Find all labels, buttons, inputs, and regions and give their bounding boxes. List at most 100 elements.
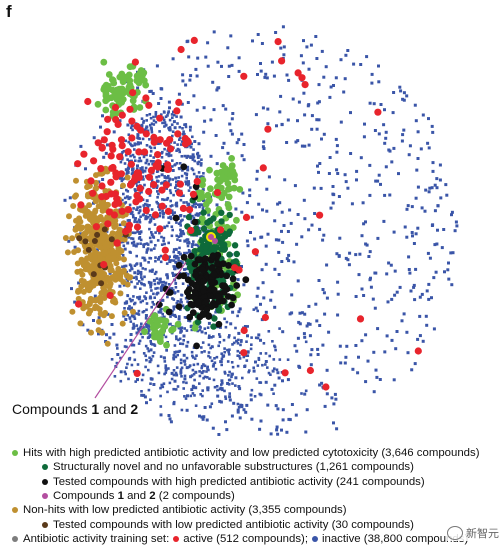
hits-point xyxy=(228,155,236,162)
inactive-point xyxy=(181,230,185,233)
inactive-point xyxy=(298,322,302,326)
inactive-point xyxy=(248,369,251,372)
active-point xyxy=(98,182,106,190)
inactive-point xyxy=(167,221,171,224)
inactive-point xyxy=(174,186,177,189)
active-point xyxy=(100,136,108,144)
inactive-point xyxy=(152,123,156,126)
inactive-point xyxy=(125,172,129,176)
active-point xyxy=(142,130,150,138)
nonhits-point xyxy=(120,220,127,227)
inactive-point xyxy=(181,218,184,222)
inactive-point xyxy=(150,178,154,182)
inactive-point xyxy=(336,292,340,296)
novel-point xyxy=(226,251,233,258)
tested-high-point xyxy=(202,298,210,306)
inactive-point xyxy=(183,377,187,381)
inactive-point xyxy=(287,253,291,257)
inactive-point xyxy=(148,356,151,360)
nonhits-point xyxy=(108,313,115,320)
tested-high-point xyxy=(209,252,217,260)
nonhits-point xyxy=(91,213,98,220)
inactive-point xyxy=(400,319,404,323)
inactive-point xyxy=(236,402,240,406)
inactive-point xyxy=(202,415,206,419)
nonhits-point xyxy=(75,295,82,302)
inactive-point xyxy=(191,386,195,389)
novel-point xyxy=(218,218,225,225)
inactive-point xyxy=(152,115,155,119)
inactive-point xyxy=(175,184,178,187)
inactive-point xyxy=(136,141,140,144)
inactive-point xyxy=(152,383,156,386)
inactive-point xyxy=(137,280,141,283)
inactive-point xyxy=(320,381,324,385)
inactive-point xyxy=(277,376,281,380)
inactive-point xyxy=(243,364,247,368)
inactive-point xyxy=(150,130,154,134)
inactive-point xyxy=(189,186,192,189)
inactive-point xyxy=(128,203,132,207)
inactive-point xyxy=(280,229,283,233)
inactive-point xyxy=(285,73,289,77)
inactive-point xyxy=(242,408,246,412)
inactive-point xyxy=(179,300,182,304)
inactive-point xyxy=(202,198,206,202)
inactive-point xyxy=(97,316,101,320)
inactive-point xyxy=(413,362,417,366)
inactive-point xyxy=(316,164,319,168)
inactive-point xyxy=(150,343,154,346)
inactive-point xyxy=(126,362,129,366)
inactive-point xyxy=(198,212,202,215)
inactive-point xyxy=(129,338,133,342)
inactive-point xyxy=(146,243,150,246)
inactive-point xyxy=(178,125,182,129)
inactive-point xyxy=(200,158,203,161)
active-point xyxy=(133,223,142,231)
legend-tested-low-label: Tested compounds with low predicted anti… xyxy=(53,518,414,531)
inactive-point xyxy=(301,61,305,65)
inactive-point xyxy=(385,334,389,338)
nonhits-point xyxy=(104,274,111,281)
inactive-point xyxy=(175,335,178,338)
active-point xyxy=(213,189,222,197)
inactive-point xyxy=(122,284,126,287)
inactive-point xyxy=(221,104,225,108)
inactive-point xyxy=(145,325,148,329)
inactive-point xyxy=(184,180,187,183)
inactive-point xyxy=(310,114,314,118)
inactive-point xyxy=(405,235,409,239)
novel-point xyxy=(210,323,217,330)
inactive-point xyxy=(169,315,172,318)
active-point xyxy=(87,177,95,185)
active-point xyxy=(306,366,314,375)
inactive-point xyxy=(201,389,204,392)
inactive-point xyxy=(152,119,156,122)
inactive-point xyxy=(199,326,202,329)
inactive-point xyxy=(142,393,146,397)
inactive-point xyxy=(424,188,428,192)
nonhits-point xyxy=(73,177,79,184)
callout-and: and xyxy=(99,401,131,417)
inactive-point xyxy=(245,354,248,357)
inactive-point xyxy=(218,325,222,329)
inactive-point xyxy=(121,254,125,257)
inactive-point xyxy=(137,180,141,184)
inactive-point xyxy=(407,255,411,259)
inactive-point xyxy=(269,432,273,436)
inactive-point xyxy=(159,355,163,358)
inactive-point xyxy=(344,256,348,260)
inactive-point xyxy=(282,53,286,57)
inactive-point xyxy=(177,256,180,260)
inactive-point xyxy=(247,350,250,353)
nonhits-point xyxy=(104,201,111,208)
inactive-point xyxy=(189,129,192,132)
inactive-point xyxy=(296,336,300,340)
inactive-point xyxy=(148,90,152,93)
inactive-point xyxy=(116,353,120,356)
inactive-point xyxy=(132,276,135,279)
inactive-point xyxy=(146,347,149,350)
inactive-point xyxy=(237,338,240,342)
inactive-point xyxy=(125,366,128,369)
inactive-point xyxy=(159,97,163,100)
